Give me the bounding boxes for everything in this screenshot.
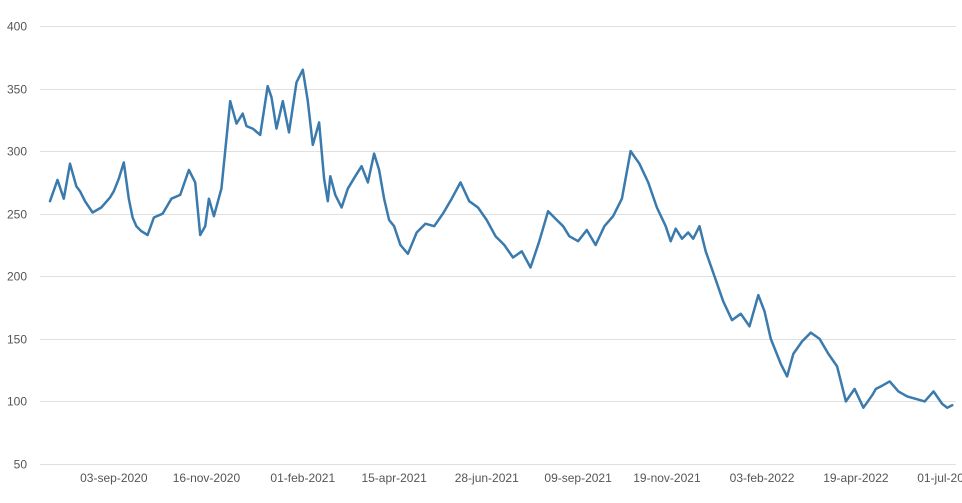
x-tick-label: 03-sep-2020 — [80, 471, 148, 485]
x-axis-tick-labels: 03-sep-2020 16-nov-2020 01-feb-2021 15-apr-… — [80, 471, 962, 485]
y-tick-label: 50 — [14, 458, 28, 472]
y-tick-label: 400 — [7, 20, 27, 34]
y-tick-label: 100 — [7, 395, 27, 409]
x-tick-label: 01-feb-2021 — [270, 471, 335, 485]
x-tick-label: 09-sep-2021 — [544, 471, 612, 485]
y-tick-label: 250 — [7, 208, 27, 222]
grid-lines — [40, 26, 956, 465]
x-tick-label: 15-apr-2021 — [361, 471, 427, 485]
y-tick-label: 200 — [7, 270, 27, 284]
x-tick-label: 03-feb-2022 — [730, 471, 795, 485]
y-tick-label: 350 — [7, 83, 27, 97]
y-tick-label: 300 — [7, 145, 27, 159]
x-tick-label: 16-nov-2020 — [173, 471, 241, 485]
y-axis-tick-labels: 50 100 150 200 250 300 350 400 — [7, 20, 27, 472]
series-line-0 — [48, 68, 954, 409]
series-group — [48, 68, 954, 409]
y-tick-label: 150 — [7, 333, 27, 347]
x-tick-label: 01-jul-2022 — [917, 471, 962, 485]
x-tick-label: 19-nov-2021 — [633, 471, 701, 485]
x-tick-label: 28-jun-2021 — [455, 471, 519, 485]
x-tick-label: 19-apr-2022 — [823, 471, 889, 485]
